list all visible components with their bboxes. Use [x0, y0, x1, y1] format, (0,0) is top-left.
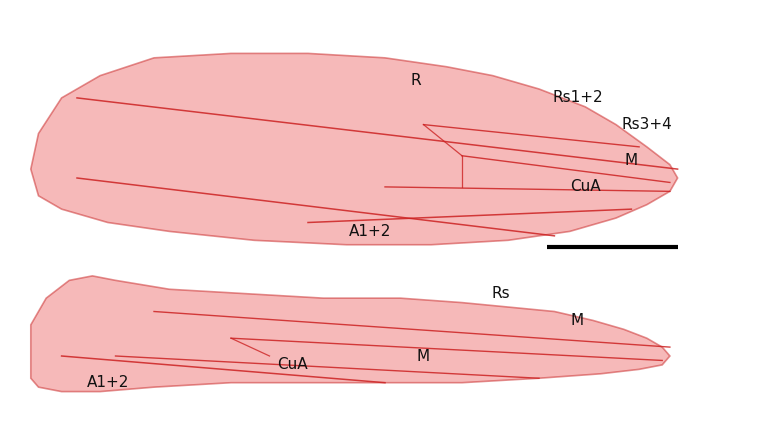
- Text: CuA: CuA: [570, 179, 601, 194]
- Polygon shape: [31, 276, 670, 392]
- Text: Rs3+4: Rs3+4: [621, 117, 672, 132]
- Text: CuA: CuA: [277, 357, 308, 372]
- Text: A1+2: A1+2: [86, 375, 129, 390]
- Text: M: M: [417, 348, 430, 364]
- Text: Rs: Rs: [491, 286, 510, 301]
- Text: M: M: [624, 153, 638, 168]
- Text: A1+2: A1+2: [348, 224, 391, 239]
- Text: M: M: [571, 313, 584, 328]
- Text: Rs1+2: Rs1+2: [552, 90, 603, 105]
- Text: R: R: [410, 73, 421, 88]
- Polygon shape: [31, 53, 678, 245]
